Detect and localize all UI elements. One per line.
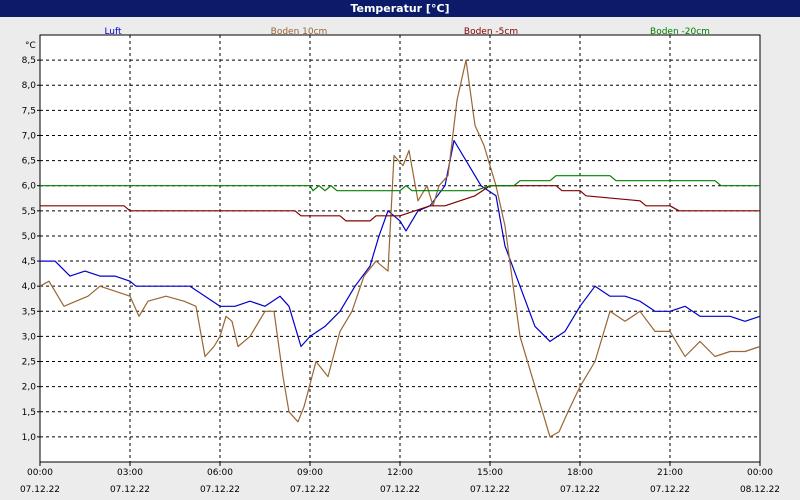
- x-tick-date: 07.12.22: [470, 485, 510, 495]
- y-axis-ticks: 1,0 1,5 2,0 2,5 3,0 3,5 4,0 4,5 5,0 5,5 6,0 6,5 7,0 7…: [22, 56, 40, 443]
- y-tick-label: 8,0: [22, 81, 37, 91]
- x-tick-date: 07.12.22: [650, 485, 690, 495]
- y-tick-label: 5,5: [22, 207, 36, 217]
- x-tick-time: 09:00: [297, 468, 323, 478]
- x-tick-date: 07.12.22: [560, 485, 600, 495]
- x-tick-date: 07.12.22: [290, 485, 330, 495]
- x-tick-date: 07.12.22: [200, 485, 240, 495]
- x-tick-date: 08.12.22: [740, 485, 780, 495]
- y-tick-label: 6,0: [22, 182, 37, 192]
- x-tick-time: 21:00: [657, 468, 683, 478]
- window-title: Temperatur [°C]: [0, 0, 800, 17]
- y-tick-label: 3,0: [22, 332, 37, 342]
- x-tick-time: 12:00: [387, 468, 413, 478]
- x-axis-ticks: 00:00 07.12.22 03:00 07.12.22 06:00 07.12.22 0…: [20, 462, 780, 495]
- y-tick-label: 1,0: [22, 433, 37, 443]
- legend-item: Boden 10cm: [271, 27, 328, 37]
- x-tick-time: 00:00: [27, 468, 53, 478]
- y-tick-label: 3,5: [22, 307, 36, 317]
- series-line-boden-10cm: [39, 59, 761, 438]
- y-tick-label: 7,0: [22, 131, 37, 141]
- y-tick-label: 4,5: [22, 257, 36, 267]
- x-tick-time: 15:00: [477, 468, 503, 478]
- x-tick-time: 06:00: [207, 468, 233, 478]
- y-tick-label: 5,0: [22, 232, 37, 242]
- series-line-boden-20cm: [40, 175, 760, 192]
- y-tick-label: 7,5: [22, 106, 36, 116]
- x-tick-date: 07.12.22: [380, 485, 420, 495]
- legend-item: Boden -20cm: [650, 27, 710, 37]
- legend-item: Luft: [104, 27, 122, 37]
- series-lines: [39, 59, 761, 438]
- y-tick-label: 2,0: [22, 383, 37, 393]
- x-tick-time: 00:00: [747, 468, 773, 478]
- series-line-luft: [40, 139, 761, 348]
- y-tick-label: 8,5: [22, 56, 36, 66]
- x-tick-time: 03:00: [117, 468, 143, 478]
- x-tick-time: 18:00: [567, 468, 593, 478]
- y-tick-label: 4,0: [22, 282, 37, 292]
- x-tick-date: 07.12.22: [110, 485, 150, 495]
- y-tick-label: 2,5: [22, 358, 36, 368]
- y-axis-unit: °C: [25, 41, 36, 51]
- legend-item: Boden -5cm: [464, 27, 518, 37]
- x-tick-date: 07.12.22: [20, 485, 60, 495]
- series-line-boden-5cm: [40, 185, 760, 222]
- legend: Luft Boden 10cm Boden -5cm Boden -20cm: [104, 27, 710, 37]
- y-tick-label: 6,5: [22, 157, 36, 167]
- y-tick-label: 1,5: [22, 408, 36, 418]
